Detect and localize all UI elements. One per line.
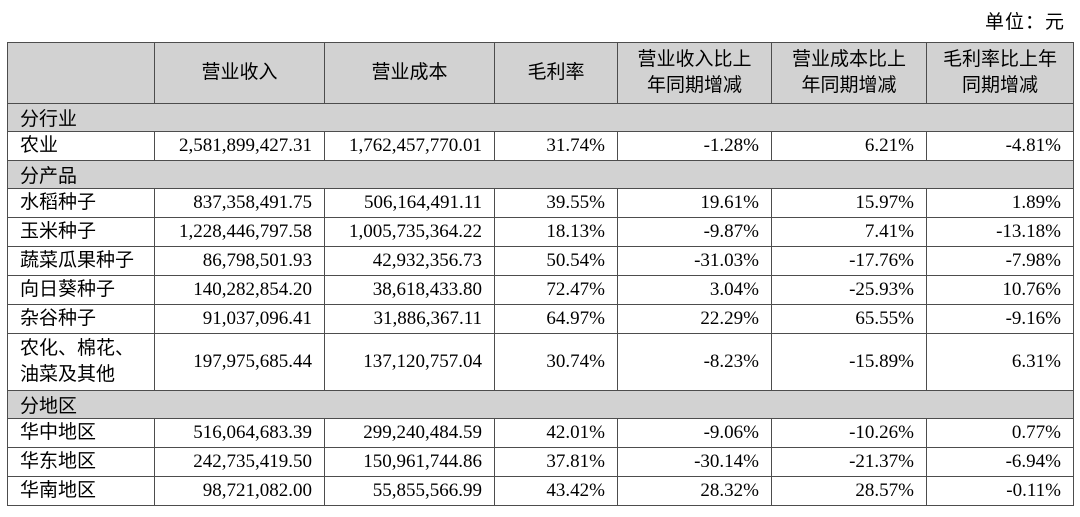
row-label: 水稻种子 (7, 188, 155, 218)
revenue-cell: 837,358,491.75 (154, 188, 325, 218)
revenue-yoy-cell: 22.29% (617, 304, 772, 334)
table-row-rice-seed: 水稻种子 837,358,491.75 506,164,491.11 39.55… (7, 188, 1074, 218)
cost-yoy-cell: 15.97% (771, 188, 927, 218)
section-label: 分产品 (7, 160, 1074, 189)
revenue-cell: 91,037,096.41 (154, 304, 325, 334)
revenue-cell: 98,721,082.00 (154, 476, 325, 506)
cost-cell: 55,855,566.99 (324, 476, 495, 506)
margin-cell: 43.42% (494, 476, 618, 506)
margin-yoy-cell: -7.98% (926, 246, 1074, 276)
cost-cell: 31,886,367.11 (324, 304, 495, 334)
section-by-product: 分产品 (7, 160, 1074, 189)
margin-yoy-cell: -0.11% (926, 476, 1074, 506)
revenue-cell: 2,581,899,427.31 (154, 131, 325, 161)
revenue-yoy-cell: 19.61% (617, 188, 772, 218)
row-label: 华南地区 (7, 476, 155, 506)
margin-yoy-cell: 1.89% (926, 188, 1074, 218)
revenue-cell: 242,735,419.50 (154, 447, 325, 477)
revenue-yoy-cell: 3.04% (617, 275, 772, 305)
section-by-industry: 分行业 (7, 103, 1074, 132)
header-empty (7, 42, 155, 104)
cost-cell: 38,618,433.80 (324, 275, 495, 305)
cost-yoy-cell: 7.41% (771, 217, 927, 247)
row-label: 蔬菜瓜果种子 (7, 246, 155, 276)
table-row-south-china: 华南地区 98,721,082.00 55,855,566.99 43.42% … (7, 476, 1074, 506)
table-row-agriculture: 农业 2,581,899,427.31 1,762,457,770.01 31.… (7, 131, 1074, 161)
revenue-yoy-cell: -1.28% (617, 131, 772, 161)
margin-yoy-cell: -6.94% (926, 447, 1074, 477)
row-label: 玉米种子 (7, 217, 155, 247)
cost-cell: 42,932,356.73 (324, 246, 495, 276)
revenue-yoy-cell: -8.23% (617, 333, 772, 391)
margin-cell: 37.81% (494, 447, 618, 477)
revenue-yoy-cell: -31.03% (617, 246, 772, 276)
table-body: 分行业 农业 2,581,899,427.31 1,762,457,770.01… (7, 103, 1074, 506)
cost-yoy-cell: 6.21% (771, 131, 927, 161)
margin-cell: 31.74% (494, 131, 618, 161)
margin-yoy-cell: 0.77% (926, 418, 1074, 448)
header-revenue: 营业收入 (154, 42, 325, 104)
margin-cell: 64.97% (494, 304, 618, 334)
revenue-cell: 516,064,683.39 (154, 418, 325, 448)
margin-yoy-cell: -4.81% (926, 131, 1074, 161)
row-label: 农业 (7, 131, 155, 161)
row-label: 华中地区 (7, 418, 155, 448)
header-cost: 营业成本 (324, 42, 495, 104)
cost-cell: 506,164,491.11 (324, 188, 495, 218)
margin-cell: 50.54% (494, 246, 618, 276)
cost-yoy-cell: -25.93% (771, 275, 927, 305)
margin-yoy-cell: 10.76% (926, 275, 1074, 305)
margin-cell: 42.01% (494, 418, 618, 448)
cost-cell: 150,961,744.86 (324, 447, 495, 477)
header-gross-margin: 毛利率 (494, 42, 618, 104)
table-header: 营业收入 营业成本 毛利率 营业收入比上 年同期增减 营业成本比上 年同期增减 … (7, 42, 1074, 104)
cost-yoy-cell: -21.37% (771, 447, 927, 477)
margin-cell: 72.47% (494, 275, 618, 305)
revenue-yoy-cell: -9.06% (617, 418, 772, 448)
margin-cell: 39.55% (494, 188, 618, 218)
margin-yoy-cell: -13.18% (926, 217, 1074, 247)
row-label: 杂谷种子 (7, 304, 155, 334)
revenue-cell: 86,798,501.93 (154, 246, 325, 276)
table-row-east-china: 华东地区 242,735,419.50 150,961,744.86 37.81… (7, 447, 1074, 477)
revenue-yoy-cell: -30.14% (617, 447, 772, 477)
cost-yoy-cell: 65.55% (771, 304, 927, 334)
cost-yoy-cell: 28.57% (771, 476, 927, 506)
cost-cell: 1,005,735,364.22 (324, 217, 495, 247)
revenue-yoy-cell: 28.32% (617, 476, 772, 506)
revenue-cost-margin-table: 营业收入 营业成本 毛利率 营业收入比上 年同期增减 营业成本比上 年同期增减 … (7, 42, 1074, 506)
margin-yoy-cell: -9.16% (926, 304, 1074, 334)
cost-cell: 1,762,457,770.01 (324, 131, 495, 161)
cost-yoy-cell: -10.26% (771, 418, 927, 448)
section-by-region: 分地区 (7, 390, 1074, 419)
table-row-central-china: 华中地区 516,064,683.39 299,240,484.59 42.01… (7, 418, 1074, 448)
section-label: 分行业 (7, 103, 1074, 132)
row-label: 华东地区 (7, 447, 155, 477)
table-row-agrochemical-cotton-other: 农化、棉花、 油菜及其他 197,975,685.44 137,120,757.… (7, 333, 1074, 391)
unit-label: 单位：元 (984, 12, 1065, 33)
revenue-cell: 1,228,446,797.58 (154, 217, 325, 247)
cost-yoy-cell: -17.76% (771, 246, 927, 276)
table-row-vegetable-seed: 蔬菜瓜果种子 86,798,501.93 42,932,356.73 50.54… (7, 246, 1074, 276)
table-row-corn-seed: 玉米种子 1,228,446,797.58 1,005,735,364.22 1… (7, 217, 1074, 247)
table-row-misc-grain-seed: 杂谷种子 91,037,096.41 31,886,367.11 64.97% … (7, 304, 1074, 334)
table-row-sunflower-seed: 向日葵种子 140,282,854.20 38,618,433.80 72.47… (7, 275, 1074, 305)
revenue-yoy-cell: -9.87% (617, 217, 772, 247)
header-revenue-yoy: 营业收入比上 年同期增减 (617, 42, 772, 104)
margin-cell: 18.13% (494, 217, 618, 247)
row-label: 农化、棉花、 油菜及其他 (7, 333, 155, 391)
margin-cell: 30.74% (494, 333, 618, 391)
revenue-cell: 197,975,685.44 (154, 333, 325, 391)
cost-cell: 137,120,757.04 (324, 333, 495, 391)
row-label: 向日葵种子 (7, 275, 155, 305)
section-label: 分地区 (7, 390, 1074, 419)
margin-yoy-cell: 6.31% (926, 333, 1074, 391)
header-margin-yoy: 毛利率比上年 同期增减 (926, 42, 1074, 104)
header-cost-yoy: 营业成本比上 年同期增减 (771, 42, 927, 104)
revenue-cell: 140,282,854.20 (154, 275, 325, 305)
cost-yoy-cell: -15.89% (771, 333, 927, 391)
cost-cell: 299,240,484.59 (324, 418, 495, 448)
header-row: 营业收入 营业成本 毛利率 营业收入比上 年同期增减 营业成本比上 年同期增减 … (7, 42, 1074, 104)
